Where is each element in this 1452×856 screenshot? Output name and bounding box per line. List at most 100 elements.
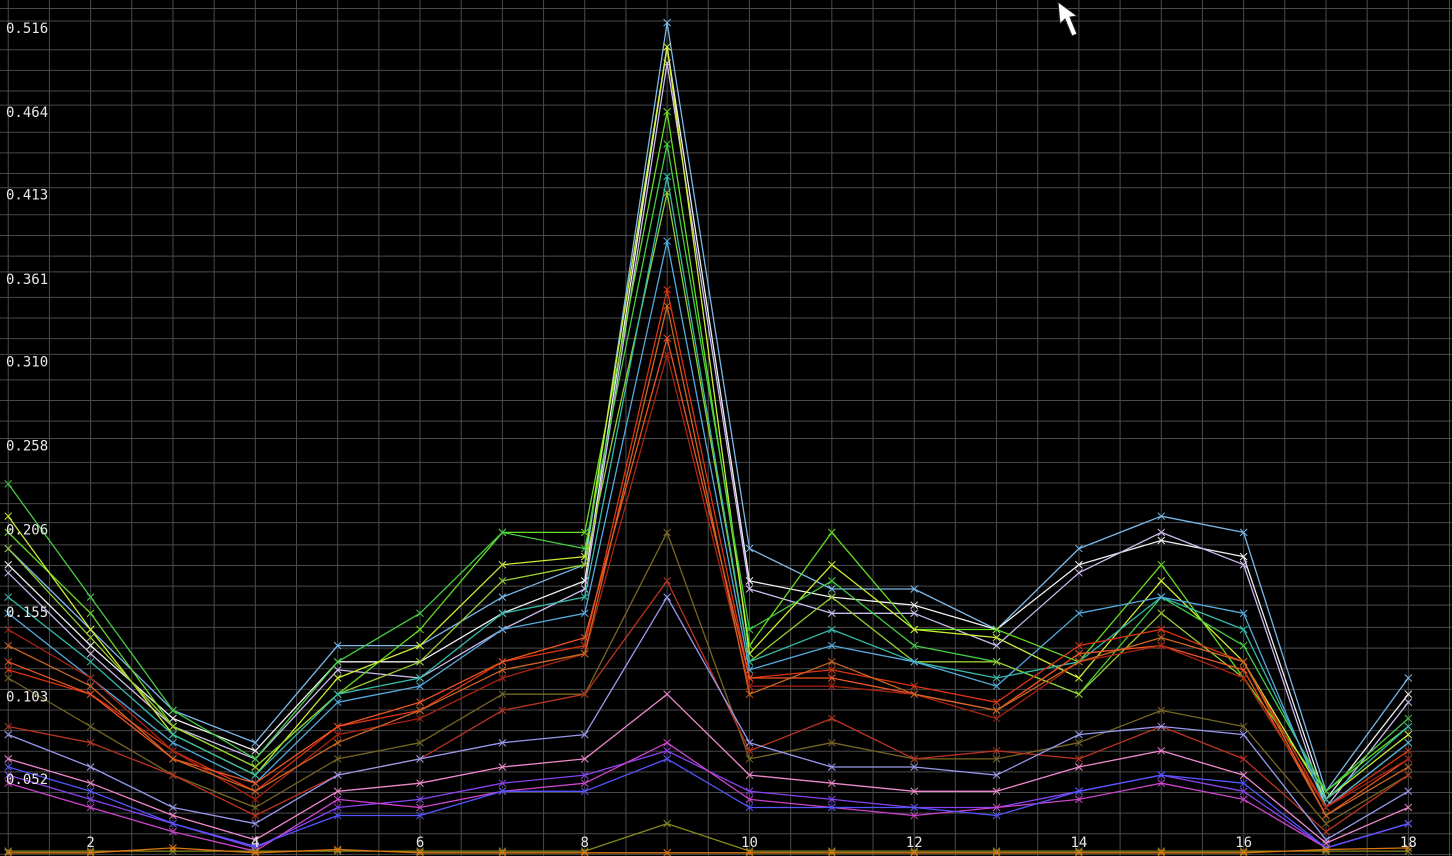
point-marker <box>910 682 919 690</box>
point-marker <box>169 730 177 739</box>
point-marker <box>1239 779 1248 788</box>
point-marker <box>910 847 919 855</box>
x-tick-label: 2 <box>86 835 94 851</box>
point-marker <box>827 657 836 666</box>
point-marker <box>251 755 260 763</box>
point-marker <box>1157 771 1166 779</box>
y-tick-label: 0.464 <box>6 105 48 121</box>
point-marker <box>416 641 424 650</box>
point-marker <box>169 827 177 836</box>
point-marker <box>827 847 836 855</box>
point-marker <box>251 738 260 747</box>
point-marker <box>745 848 754 856</box>
point-marker <box>1075 657 1083 666</box>
point-marker <box>498 690 507 699</box>
point-marker <box>498 577 507 585</box>
point-marker <box>663 172 671 181</box>
point-marker <box>1322 819 1330 828</box>
point-marker <box>498 625 507 634</box>
point-marker <box>251 848 260 856</box>
point-marker <box>827 682 836 690</box>
point-marker <box>1075 641 1083 650</box>
point-marker <box>1404 714 1413 723</box>
point-marker <box>251 847 260 855</box>
point-marker <box>4 763 13 771</box>
point-marker <box>1075 609 1083 618</box>
point-marker <box>745 625 754 634</box>
point-marker <box>827 641 836 650</box>
point-marker <box>251 763 260 771</box>
point-marker <box>992 848 1001 856</box>
point-marker <box>1075 755 1083 763</box>
point-marker <box>333 811 342 820</box>
point-marker <box>251 787 260 796</box>
point-marker <box>580 690 589 699</box>
point-marker <box>1404 819 1413 828</box>
point-marker <box>1075 649 1083 658</box>
point-marker <box>416 779 424 788</box>
point-marker <box>580 787 589 796</box>
point-marker <box>333 657 342 666</box>
point-marker <box>169 722 177 731</box>
point-marker <box>333 803 342 812</box>
point-marker <box>416 625 424 634</box>
point-marker <box>992 847 1001 855</box>
point-marker <box>1075 795 1083 804</box>
point-marker <box>498 666 507 674</box>
point-marker <box>4 593 13 601</box>
point-marker <box>86 738 95 747</box>
point-marker <box>4 847 13 855</box>
series-line <box>7 62 1409 809</box>
point-marker <box>4 544 13 553</box>
point-marker <box>663 107 671 116</box>
point-marker <box>1157 609 1166 618</box>
point-marker <box>498 738 507 747</box>
point-marker <box>827 779 836 788</box>
y-tick-label: 0.516 <box>6 21 48 37</box>
point-marker <box>1075 847 1083 855</box>
point-marker <box>910 657 919 666</box>
point-marker <box>1075 568 1083 577</box>
point-marker <box>745 577 754 585</box>
point-marker <box>169 811 177 820</box>
point-marker <box>1239 848 1248 856</box>
point-marker <box>169 755 177 763</box>
point-marker <box>663 593 671 601</box>
point-marker <box>333 847 342 855</box>
series-line <box>8 693 1409 844</box>
point-marker <box>910 848 919 856</box>
point-marker <box>992 714 1001 723</box>
point-marker <box>1157 779 1166 788</box>
series-line <box>8 580 1409 833</box>
point-marker <box>1157 722 1166 731</box>
x-tick-label: 18 <box>1400 835 1417 851</box>
point-marker <box>580 779 589 788</box>
point-marker <box>86 787 95 796</box>
point-marker <box>498 674 507 682</box>
point-marker <box>169 714 177 723</box>
point-marker <box>1404 722 1413 731</box>
point-marker <box>498 848 507 856</box>
point-marker <box>580 633 589 642</box>
point-marker <box>580 771 589 779</box>
point-marker <box>498 609 507 618</box>
point-marker <box>1404 803 1413 812</box>
point-marker <box>4 560 13 569</box>
point-marker <box>663 746 671 755</box>
point-marker <box>416 795 424 804</box>
point-marker <box>4 755 13 763</box>
point-marker <box>4 657 13 666</box>
point-marker <box>86 593 95 601</box>
point-marker <box>1322 827 1330 836</box>
point-marker <box>333 787 342 796</box>
point-marker <box>86 779 95 788</box>
point-marker <box>4 666 13 674</box>
point-marker <box>1157 560 1166 569</box>
point-marker <box>1404 738 1413 747</box>
point-marker <box>86 763 95 771</box>
point-marker <box>1157 641 1166 650</box>
point-marker <box>1239 787 1248 796</box>
point-marker <box>910 690 919 699</box>
point-marker <box>169 819 177 828</box>
series-line <box>7 596 1409 841</box>
